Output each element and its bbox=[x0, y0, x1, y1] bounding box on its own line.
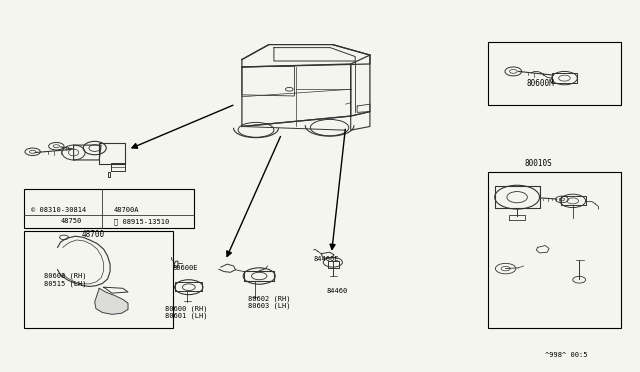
Polygon shape bbox=[95, 288, 128, 314]
Text: 84460E: 84460E bbox=[314, 256, 339, 262]
Text: 80602 (RH): 80602 (RH) bbox=[248, 295, 291, 302]
Text: 80601 (LH): 80601 (LH) bbox=[165, 313, 207, 320]
Text: 80600 (RH): 80600 (RH) bbox=[165, 305, 207, 312]
Text: 84460: 84460 bbox=[326, 288, 348, 294]
Text: 80515 (LH): 80515 (LH) bbox=[44, 280, 86, 287]
Text: © 08310-30814: © 08310-30814 bbox=[31, 207, 86, 213]
Bar bbox=[488, 42, 621, 105]
Bar bbox=[24, 189, 194, 228]
Text: Ⓦ 08915-13510: Ⓦ 08915-13510 bbox=[114, 218, 169, 225]
Text: 48700: 48700 bbox=[81, 230, 104, 239]
Text: 80600E: 80600E bbox=[173, 265, 198, 271]
Text: 48700A: 48700A bbox=[114, 207, 140, 213]
Text: 80600M: 80600M bbox=[527, 79, 555, 88]
Text: 80608 (RH): 80608 (RH) bbox=[44, 272, 86, 279]
Text: 48750: 48750 bbox=[61, 218, 82, 224]
Bar bbox=[24, 231, 173, 328]
Bar bbox=[488, 172, 621, 328]
Text: 80603 (LH): 80603 (LH) bbox=[248, 302, 291, 309]
Text: 80010S: 80010S bbox=[525, 159, 552, 168]
Text: ^998^ 00:5: ^998^ 00:5 bbox=[545, 352, 588, 358]
